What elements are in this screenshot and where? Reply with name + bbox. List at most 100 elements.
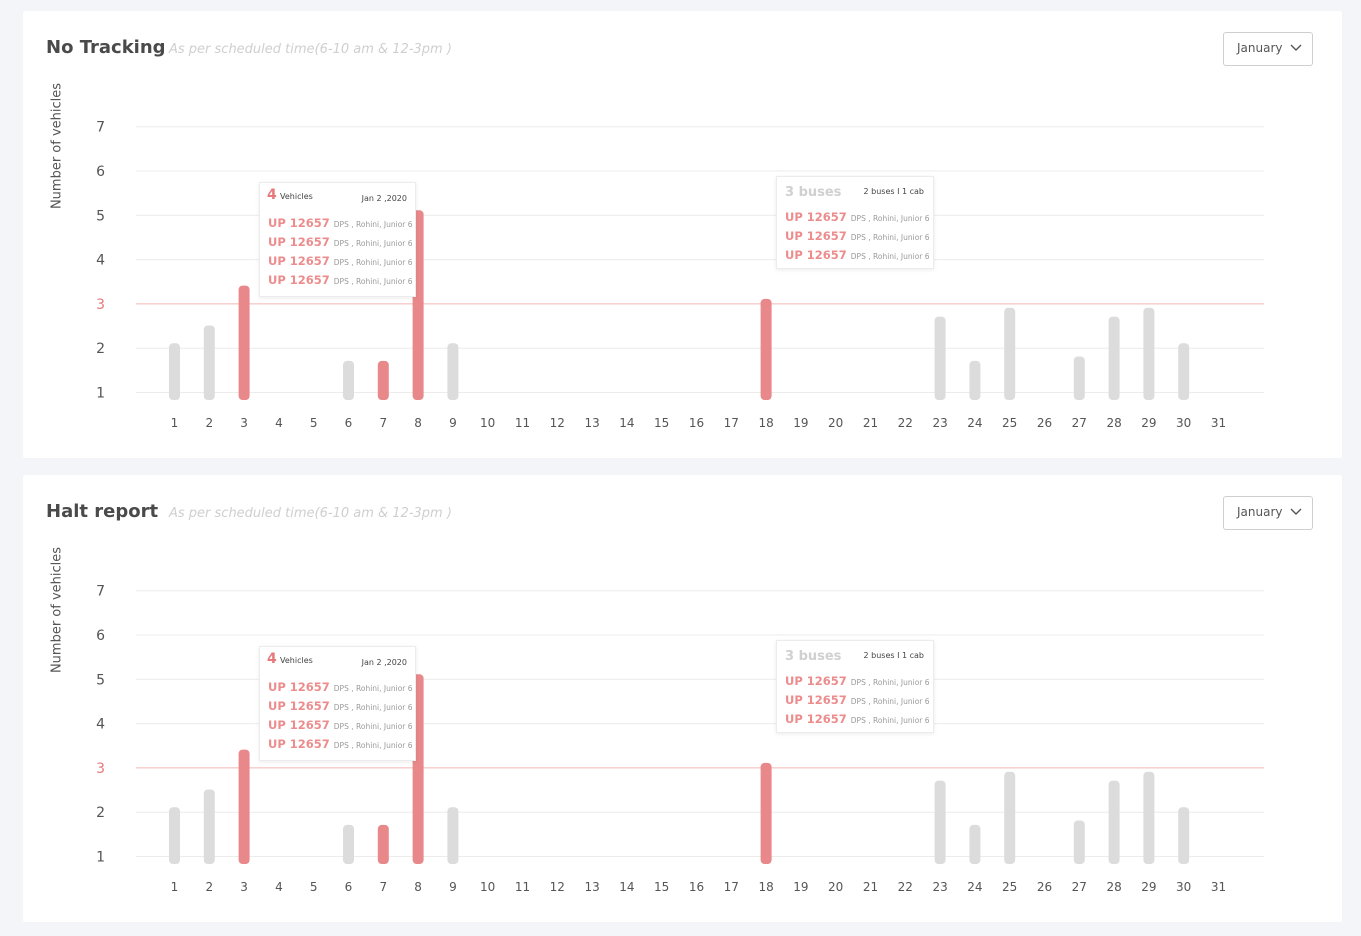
x-tick-label: 23 bbox=[932, 416, 947, 430]
x-tick-label: 30 bbox=[1176, 416, 1191, 430]
tooltip-plate: UP 12657 bbox=[268, 235, 330, 249]
tooltip-place: DPS , Rohini, Junior 6 bbox=[850, 697, 930, 706]
buses-tooltip: 3 buses 2 buses I 1 cab UP 12657 DPS , Ro… bbox=[776, 176, 934, 269]
tooltip-plate: UP 12657 bbox=[785, 229, 847, 243]
bar bbox=[169, 343, 180, 400]
tooltip-row: UP 12657 DPS , Rohini, Junior 6 bbox=[785, 670, 930, 689]
x-tick-label: 22 bbox=[898, 880, 913, 894]
bar bbox=[377, 824, 389, 864]
bar bbox=[238, 285, 250, 400]
x-tick-label: 20 bbox=[828, 416, 843, 430]
tooltip-row: UP 12657 DPS , Rohini, Junior 6 bbox=[785, 244, 930, 263]
bar bbox=[760, 298, 772, 400]
tooltip-place: DPS , Rohini, Junior 6 bbox=[850, 678, 930, 687]
x-tick-label: 4 bbox=[275, 416, 283, 430]
x-tick-label: 23 bbox=[932, 880, 947, 894]
bar bbox=[1178, 343, 1190, 400]
bar bbox=[169, 807, 180, 864]
bar bbox=[203, 325, 215, 400]
y-tick-label: 1 bbox=[96, 386, 105, 402]
tooltip-date: Jan 2 ,2020 bbox=[361, 658, 407, 667]
tooltip-plate: UP 12657 bbox=[268, 680, 330, 694]
tooltip-plate: UP 12657 bbox=[785, 693, 847, 707]
card-title: No Tracking bbox=[46, 37, 166, 58]
tooltip-row: UP 12657 DPS , Rohini, Junior 6 bbox=[785, 708, 930, 727]
tooltip-buses-title: 3 buses bbox=[785, 649, 842, 664]
bar bbox=[1143, 307, 1155, 400]
x-tick-label: 13 bbox=[584, 416, 599, 430]
x-tick-label: 5 bbox=[310, 416, 318, 430]
y-tick-label: 3 bbox=[96, 761, 105, 777]
tooltip-plate: UP 12657 bbox=[268, 273, 330, 287]
y-tick-label: 6 bbox=[96, 164, 105, 180]
x-tick-label: 17 bbox=[724, 880, 739, 894]
y-tick-label: 6 bbox=[96, 628, 105, 644]
bar bbox=[377, 360, 389, 400]
card-subtitle: As per scheduled time(6-10 am & 12-3pm ) bbox=[169, 42, 452, 57]
tooltip-unit: Vehicles bbox=[280, 192, 313, 201]
month-select-label: January bbox=[1237, 505, 1283, 519]
x-tick-label: 14 bbox=[619, 880, 634, 894]
x-tick-label: 27 bbox=[1072, 416, 1087, 430]
tooltip-place: DPS , Rohini, Junior 6 bbox=[850, 716, 930, 725]
tooltip-plate: UP 12657 bbox=[268, 699, 330, 713]
x-tick-label: 3 bbox=[240, 416, 248, 430]
y-tick-label: 7 bbox=[96, 120, 105, 136]
x-tick-label: 29 bbox=[1141, 880, 1156, 894]
tooltip-place: DPS , Rohini, Junior 6 bbox=[850, 252, 930, 261]
bar bbox=[447, 807, 459, 864]
x-tick-label: 14 bbox=[619, 416, 634, 430]
y-tick-label: 2 bbox=[96, 805, 105, 821]
tooltip-unit: Vehicles bbox=[280, 656, 313, 665]
y-tick-label: 7 bbox=[96, 584, 105, 600]
tooltip-row: UP 12657 DPS , Rohini, Junior 6 bbox=[268, 212, 413, 231]
x-tick-label: 12 bbox=[550, 880, 565, 894]
x-tick-label: 9 bbox=[449, 416, 457, 430]
bar bbox=[1108, 780, 1120, 864]
x-tick-label: 5 bbox=[310, 880, 318, 894]
month-select[interactable]: January bbox=[1223, 496, 1313, 530]
vehicles-tooltip: 4 Vehicles Jan 2 ,2020 UP 12657 DPS , Roh… bbox=[259, 646, 416, 761]
bar bbox=[934, 316, 946, 400]
x-tick-label: 29 bbox=[1141, 416, 1156, 430]
tooltip-plate: UP 12657 bbox=[785, 248, 847, 262]
vehicles-tooltip: 4 Vehicles Jan 2 ,2020 UP 12657 DPS , Roh… bbox=[259, 182, 416, 297]
x-tick-label: 2 bbox=[205, 880, 213, 894]
x-tick-label: 18 bbox=[758, 880, 773, 894]
tooltip-buses-title: 3 buses bbox=[785, 185, 842, 200]
x-tick-label: 4 bbox=[275, 880, 283, 894]
x-tick-label: 7 bbox=[379, 416, 387, 430]
y-tick-label: 1 bbox=[96, 850, 105, 866]
x-tick-label: 31 bbox=[1211, 416, 1226, 430]
tooltip-row: UP 12657 DPS , Rohini, Junior 6 bbox=[268, 250, 413, 269]
x-tick-label: 19 bbox=[793, 416, 808, 430]
x-tick-label: 8 bbox=[414, 416, 422, 430]
x-tick-label: 2 bbox=[205, 416, 213, 430]
card-title: Halt report bbox=[46, 501, 159, 522]
x-tick-label: 6 bbox=[345, 880, 353, 894]
month-select[interactable]: January bbox=[1223, 32, 1313, 66]
halt-report-card: Halt report As per scheduled time(6-10 a… bbox=[23, 475, 1342, 922]
tooltip-place: DPS , Rohini, Junior 6 bbox=[333, 258, 413, 267]
tooltip-place: DPS , Rohini, Junior 6 bbox=[333, 684, 413, 693]
tooltip-row: UP 12657 DPS , Rohini, Junior 6 bbox=[268, 676, 413, 695]
y-tick-label: 4 bbox=[96, 253, 105, 269]
x-tick-label: 28 bbox=[1106, 416, 1121, 430]
tooltip-place: DPS , Rohini, Junior 6 bbox=[333, 239, 413, 248]
x-tick-label: 15 bbox=[654, 880, 669, 894]
x-tick-label: 19 bbox=[793, 880, 808, 894]
bar bbox=[1004, 307, 1016, 400]
x-tick-label: 13 bbox=[584, 880, 599, 894]
card-subtitle: As per scheduled time(6-10 am & 12-3pm ) bbox=[169, 506, 452, 521]
month-select-label: January bbox=[1237, 41, 1283, 55]
no-tracking-card: No Tracking As per scheduled time(6-10 a… bbox=[23, 11, 1342, 458]
tooltip-row: UP 12657 DPS , Rohini, Junior 6 bbox=[785, 689, 930, 708]
x-tick-label: 26 bbox=[1037, 416, 1052, 430]
tooltip-row: UP 12657 DPS , Rohini, Junior 6 bbox=[268, 714, 413, 733]
bar bbox=[447, 343, 459, 400]
x-tick-label: 17 bbox=[724, 416, 739, 430]
bar bbox=[1108, 316, 1120, 400]
tooltip-plate: UP 12657 bbox=[785, 210, 847, 224]
x-tick-label: 12 bbox=[550, 416, 565, 430]
x-tick-label: 21 bbox=[863, 416, 878, 430]
